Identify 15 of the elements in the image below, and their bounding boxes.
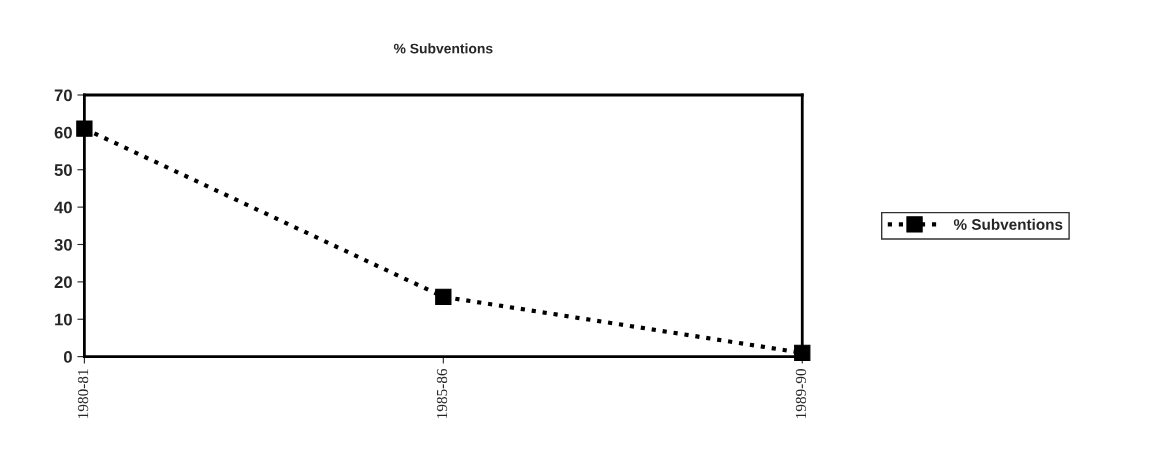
y-tick-label: 70 xyxy=(54,89,72,102)
y-tick-label: 10 xyxy=(55,313,72,326)
point xyxy=(76,120,93,137)
chart-title: % Subventions xyxy=(393,43,493,54)
y-tick-label: 20 xyxy=(54,276,72,289)
x-tick-label: 1985-86 xyxy=(436,368,448,418)
y-tick-label: 40 xyxy=(54,201,72,214)
y-tick-label: 50 xyxy=(54,164,72,176)
x-tick-label: 1980-81 xyxy=(77,369,89,418)
y-tick-label: 60 xyxy=(54,126,72,139)
y-tick-label: 30 xyxy=(54,238,72,251)
legend-label: % Subventions xyxy=(953,218,1063,230)
x-tick-label: 1989-90 xyxy=(795,369,807,418)
y-tick-label: 0 xyxy=(63,351,72,363)
point xyxy=(435,288,452,305)
